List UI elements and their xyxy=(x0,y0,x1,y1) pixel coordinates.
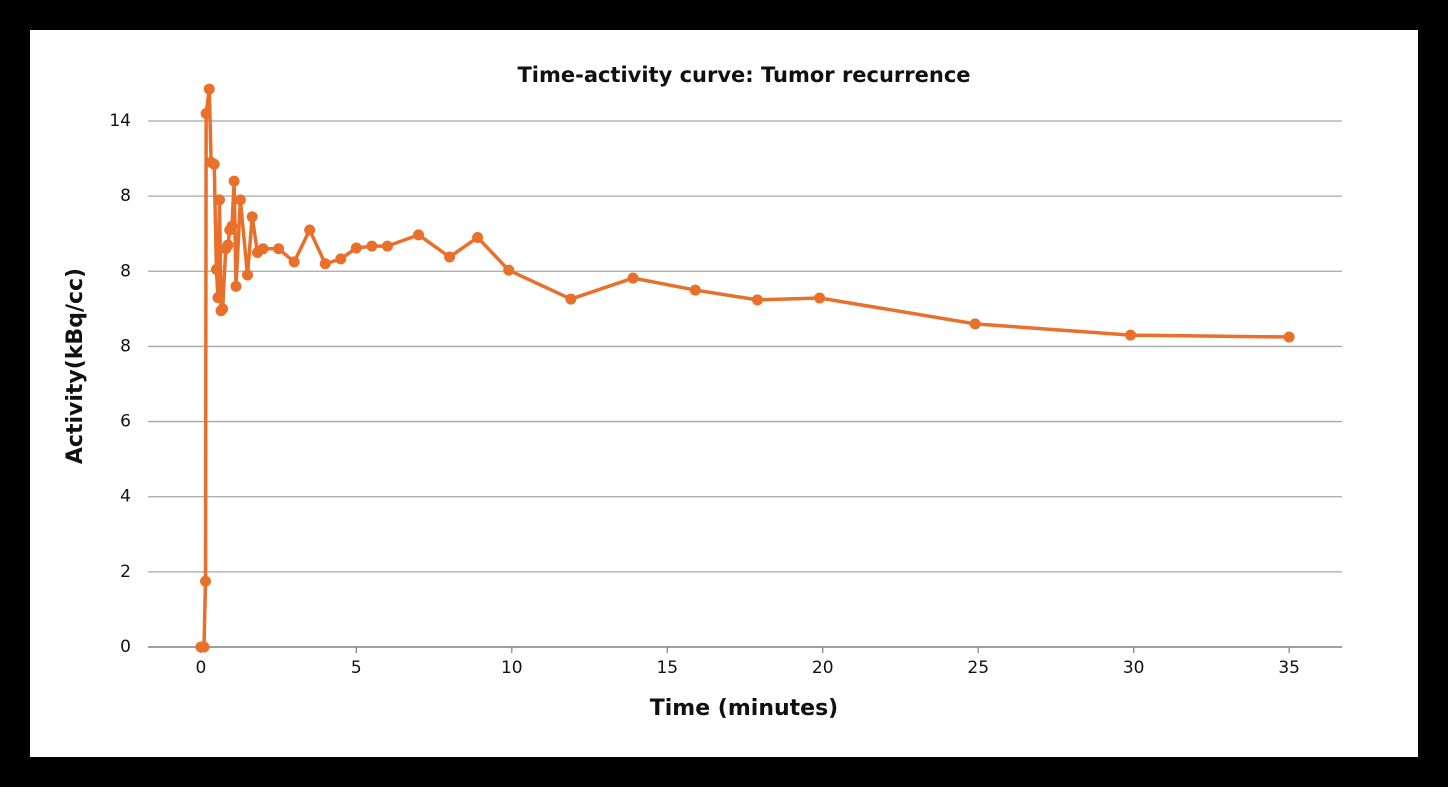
data-point xyxy=(273,243,285,255)
data-point xyxy=(1283,331,1295,343)
data-point xyxy=(210,263,222,275)
x-tick-label: 0 xyxy=(195,658,206,678)
x-axis-label: Time (minutes) xyxy=(650,696,838,721)
data-point xyxy=(472,231,484,243)
data-point xyxy=(565,293,577,305)
y-tick-label: 14 xyxy=(109,111,131,131)
data-point xyxy=(200,107,212,119)
data-point xyxy=(234,194,246,206)
y-tick-label: 8 xyxy=(120,186,131,206)
data-point xyxy=(212,292,224,304)
x-tick-label: 15 xyxy=(656,658,678,678)
data-point xyxy=(228,175,240,187)
data-point xyxy=(200,575,212,587)
data-point xyxy=(969,318,981,330)
data-point xyxy=(208,158,220,170)
data-point xyxy=(230,280,242,292)
x-tick-label: 35 xyxy=(1278,658,1300,678)
data-point xyxy=(242,269,253,281)
x-tick-label: 20 xyxy=(812,658,834,678)
data-point xyxy=(246,211,258,223)
y-tick-label: 6 xyxy=(120,412,131,432)
data-point xyxy=(627,272,639,284)
data-point xyxy=(689,284,701,296)
y-axis-label: Activity(kBq/cc) xyxy=(63,268,88,464)
y-tick-label: 0 xyxy=(120,637,131,657)
x-tick-label: 10 xyxy=(501,658,523,678)
data-point xyxy=(288,256,300,268)
data-point xyxy=(304,224,316,236)
chart-title: Time-activity curve: Tumor recurrence xyxy=(517,63,970,87)
data-point xyxy=(503,264,515,276)
y-tick-label: 4 xyxy=(120,487,131,507)
x-tick-label: 5 xyxy=(351,658,362,678)
data-point xyxy=(214,194,226,206)
data-point xyxy=(257,243,269,255)
data-point xyxy=(198,641,210,653)
data-point xyxy=(444,251,456,263)
y-tick-label: 2 xyxy=(120,562,131,582)
data-point xyxy=(366,240,378,252)
y-tick-label: 8 xyxy=(120,336,131,356)
data-point xyxy=(319,258,331,270)
x-tick-label: 25 xyxy=(967,658,989,678)
data-point xyxy=(350,242,362,254)
data-point xyxy=(751,294,763,306)
data-point xyxy=(413,229,425,241)
data-point xyxy=(217,303,229,315)
y-tick-label: 8 xyxy=(120,261,131,281)
data-point xyxy=(1125,329,1137,341)
panel xyxy=(30,30,1418,757)
data-point xyxy=(222,239,234,251)
data-point xyxy=(814,292,826,304)
data-point xyxy=(335,253,347,265)
x-tick-label: 30 xyxy=(1123,658,1145,678)
data-point xyxy=(226,220,238,232)
data-point xyxy=(381,240,393,252)
data-point xyxy=(203,83,215,95)
